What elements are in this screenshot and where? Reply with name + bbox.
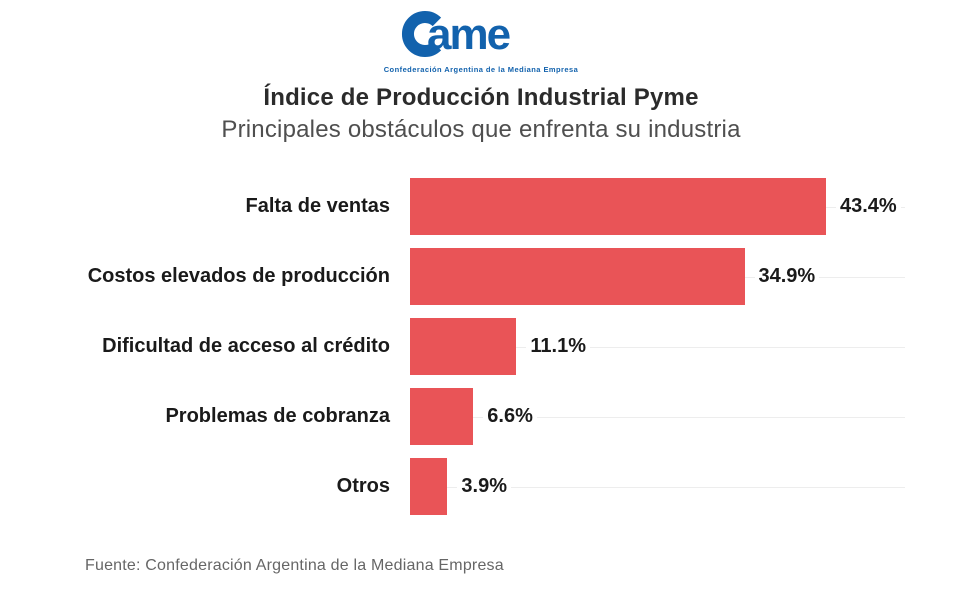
source-note: Fuente: Confederación Argentina de la Me…: [85, 557, 504, 574]
value-label: 3.9%: [457, 474, 511, 499]
bar-chart: Falta de ventas 43.4% Costos elevados de p…: [0, 178, 962, 515]
category-label: Otros: [336, 475, 390, 497]
chart-row: Costos elevados de producción 34.9%: [0, 248, 962, 305]
page-title: Índice de Producción Industrial Pyme: [263, 84, 699, 111]
chart-row: Falta de ventas 43.4%: [0, 178, 962, 235]
value-label: 34.9%: [754, 264, 820, 289]
category-label: Problemas de cobranza: [165, 405, 390, 427]
bar-zone: 34.9%: [410, 248, 962, 305]
bar: [410, 178, 826, 235]
came-logo: ame Confederación Argentina de la Median…: [0, 10, 962, 74]
bar-zone: 11.1%: [410, 318, 962, 375]
came-logo-icon: ame: [401, 10, 561, 59]
row-gridline: [410, 416, 905, 418]
category-label: Dificultad de acceso al crédito: [102, 335, 390, 357]
logo-wordmark-text: ame: [427, 10, 510, 58]
bar-zone: 43.4%: [410, 178, 962, 235]
category-label: Costos elevados de producción: [87, 265, 390, 287]
bar-zone: 6.6%: [410, 388, 962, 445]
row-gridline: [410, 346, 905, 348]
chart-row: Problemas de cobranza 6.6%: [0, 388, 962, 445]
value-label: 6.6%: [483, 404, 537, 429]
bar-zone: 3.9%: [410, 458, 962, 515]
category-label: Falta de ventas: [245, 195, 390, 217]
value-label: 11.1%: [526, 334, 590, 359]
bar: [410, 388, 474, 445]
bar: [410, 248, 745, 305]
logo-tagline: Confederación Argentina de la Mediana Em…: [383, 65, 579, 74]
value-label: 43.4%: [836, 194, 901, 219]
row-gridline: [410, 486, 905, 488]
page-subtitle: Principales obstáculos que enfrenta su i…: [221, 116, 741, 143]
bar: [410, 318, 517, 375]
chart-row: Dificultad de acceso al crédito 11.1%: [0, 318, 962, 375]
chart-row: Otros 3.9%: [0, 458, 962, 515]
bar: [410, 458, 448, 515]
